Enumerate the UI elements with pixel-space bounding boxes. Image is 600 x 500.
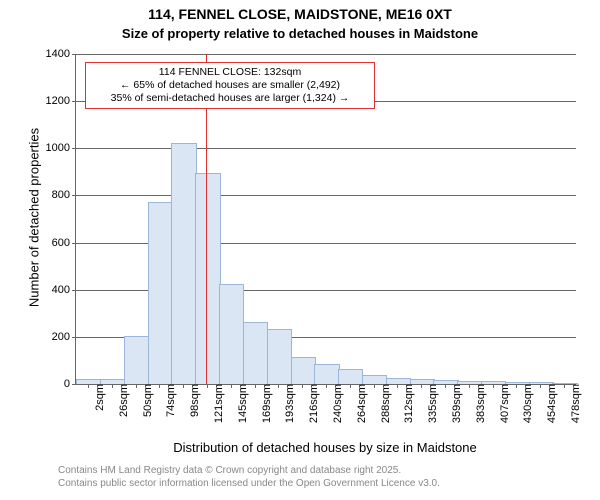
x-tick-label: 2sqm xyxy=(92,384,106,411)
x-tick-label: 121sqm xyxy=(211,384,225,423)
gridline xyxy=(76,195,576,196)
annotation-line: 114 FENNEL CLOSE: 132sqm xyxy=(92,66,368,79)
chart-title: 114, FENNEL CLOSE, MAIDSTONE, ME16 0XT xyxy=(0,6,600,22)
y-tick-mark xyxy=(72,384,76,385)
gridline xyxy=(76,148,576,149)
x-tick-label: 383sqm xyxy=(473,384,487,423)
histogram-bar xyxy=(267,329,292,384)
x-axis-label: Distribution of detached houses by size … xyxy=(0,440,600,455)
x-tick-label: 216sqm xyxy=(306,384,320,423)
x-tick-mark xyxy=(231,384,232,388)
x-tick-mark xyxy=(183,384,184,388)
x-tick-mark xyxy=(278,384,279,388)
histogram-bar xyxy=(219,284,244,384)
x-tick-mark xyxy=(207,384,208,388)
y-tick-mark xyxy=(72,290,76,291)
x-tick-label: 26sqm xyxy=(116,384,130,417)
x-tick-mark xyxy=(469,384,470,388)
x-tick-label: 454sqm xyxy=(544,384,558,423)
histogram-bar xyxy=(291,357,316,384)
x-tick-label: 240sqm xyxy=(330,384,344,423)
x-tick-label: 407sqm xyxy=(497,384,511,423)
y-tick-mark xyxy=(72,54,76,55)
x-tick-label: 359sqm xyxy=(449,384,463,423)
histogram-bar xyxy=(243,322,268,384)
x-tick-label: 264sqm xyxy=(354,384,368,423)
annotation-line: ← 65% of detached houses are smaller (2,… xyxy=(92,79,368,92)
x-tick-label: 50sqm xyxy=(140,384,154,417)
chart-container: 114, FENNEL CLOSE, MAIDSTONE, ME16 0XT S… xyxy=(0,0,600,500)
x-tick-mark xyxy=(445,384,446,388)
histogram-bar xyxy=(195,173,220,384)
histogram-bar xyxy=(314,364,339,384)
footer-line-2: Contains public sector information licen… xyxy=(58,478,440,491)
histogram-bar xyxy=(148,202,173,385)
y-tick-mark xyxy=(72,337,76,338)
x-tick-label: 169sqm xyxy=(259,384,273,423)
x-tick-label: 193sqm xyxy=(282,384,296,423)
x-tick-mark xyxy=(350,384,351,388)
x-tick-label: 478sqm xyxy=(568,384,582,423)
x-tick-mark xyxy=(112,384,113,388)
x-tick-mark xyxy=(159,384,160,388)
histogram-bar xyxy=(171,143,196,384)
footer-line-1: Contains HM Land Registry data © Crown c… xyxy=(58,465,440,478)
gridline xyxy=(76,54,576,55)
footer-attribution: Contains HM Land Registry data © Crown c… xyxy=(58,465,440,490)
x-tick-mark xyxy=(136,384,137,388)
x-tick-mark xyxy=(516,384,517,388)
x-tick-mark xyxy=(374,384,375,388)
x-tick-label: 312sqm xyxy=(401,384,415,423)
x-tick-label: 288sqm xyxy=(378,384,392,423)
annotation-box: 114 FENNEL CLOSE: 132sqm← 65% of detache… xyxy=(85,62,375,109)
x-tick-mark xyxy=(421,384,422,388)
y-tick-mark xyxy=(72,101,76,102)
x-tick-mark xyxy=(255,384,256,388)
x-tick-mark xyxy=(88,384,89,388)
y-tick-mark xyxy=(72,148,76,149)
y-axis-label: Number of detached properties xyxy=(27,118,42,318)
x-tick-label: 430sqm xyxy=(520,384,534,423)
annotation-line: 35% of semi-detached houses are larger (… xyxy=(92,92,368,105)
x-tick-mark xyxy=(493,384,494,388)
y-tick-mark xyxy=(72,195,76,196)
x-tick-mark xyxy=(564,384,565,388)
histogram-bar xyxy=(124,336,149,384)
x-tick-mark xyxy=(540,384,541,388)
x-tick-label: 335sqm xyxy=(425,384,439,423)
histogram-bar xyxy=(362,375,387,384)
y-tick-mark xyxy=(72,243,76,244)
x-tick-label: 74sqm xyxy=(163,384,177,417)
x-tick-mark xyxy=(302,384,303,388)
x-tick-label: 98sqm xyxy=(187,384,201,417)
chart-subtitle: Size of property relative to detached ho… xyxy=(0,26,600,41)
x-tick-label: 145sqm xyxy=(235,384,249,423)
x-tick-mark xyxy=(397,384,398,388)
histogram-bar xyxy=(338,369,363,384)
x-tick-mark xyxy=(326,384,327,388)
